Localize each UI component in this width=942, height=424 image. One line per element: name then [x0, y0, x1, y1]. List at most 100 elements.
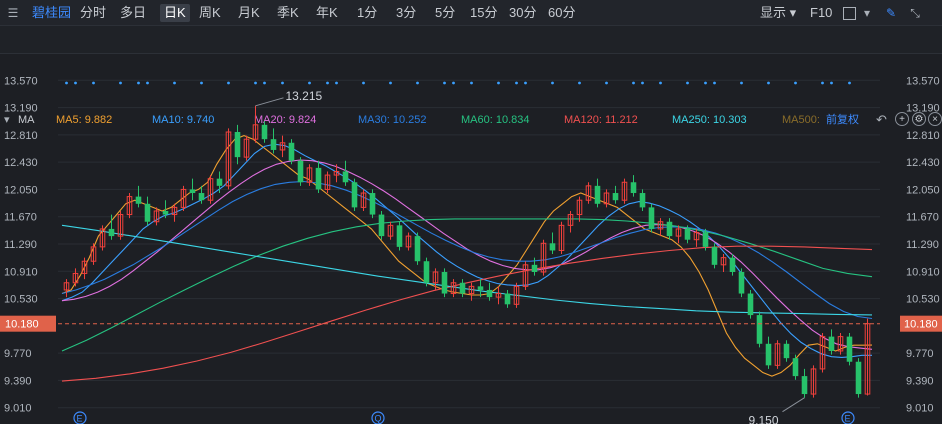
candle-body	[180, 188, 187, 208]
y-tick-label-right: 9.770	[906, 348, 934, 360]
indicator-name[interactable]: MA	[18, 114, 35, 126]
candle-body	[495, 293, 502, 298]
period-tab-7[interactable]: 1分	[357, 5, 378, 20]
y-tick-label-right: 11.670	[906, 212, 939, 224]
candle-body	[486, 289, 493, 298]
y-tick-label-right: 12.430	[906, 157, 940, 169]
period-tab-9[interactable]: 5分	[435, 5, 456, 20]
signal-dot	[173, 81, 176, 85]
candle-body	[153, 210, 160, 223]
indicator-bar: ▾ MA MA5: 9.882 MA10: 9.740 MA20: 9.824 MA3…	[0, 54, 942, 127]
signal-dot	[200, 81, 203, 85]
signal-dot	[326, 81, 329, 85]
candle-body	[108, 228, 115, 237]
y-tick-label-left: 12.810	[4, 130, 38, 142]
y-tick-label-right: 11.290	[906, 239, 939, 251]
candle-body	[756, 315, 763, 344]
candle-body	[225, 131, 232, 187]
adjust-mode[interactable]: 前复权	[826, 114, 859, 126]
signal-dot	[605, 81, 608, 85]
ma-legend-3: MA30: 10.252	[358, 114, 427, 126]
signal-dot	[281, 81, 284, 85]
period-tab-11[interactable]: 30分	[509, 5, 537, 20]
ma-line-ma250	[61, 224, 873, 316]
candle-body	[855, 361, 862, 395]
low-label: 9.150	[749, 414, 779, 424]
signal-dot	[254, 81, 257, 85]
period-tab-0[interactable]: 分时	[80, 5, 107, 20]
candle-body	[522, 264, 529, 287]
checkbox-icon[interactable]	[843, 7, 856, 20]
candle-body	[468, 285, 475, 295]
candle-body	[99, 228, 106, 248]
add-icon[interactable]: +	[895, 112, 909, 126]
candle-body	[252, 124, 259, 140]
stock-name[interactable]: 碧桂园	[32, 5, 72, 20]
indicator-collapse-icon[interactable]: ▾	[4, 114, 10, 126]
candle-body	[270, 139, 277, 150]
candle-body	[558, 224, 565, 251]
undo-icon[interactable]: ↶	[876, 112, 887, 127]
menu-icon[interactable]: ☰	[7, 6, 19, 20]
candle-body	[783, 343, 790, 359]
period-tab-4[interactable]: 月K	[238, 5, 260, 20]
period-tab-1[interactable]: 多日	[120, 5, 147, 20]
ma-legend-7: MA500:	[782, 114, 820, 126]
settings-icon[interactable]: ⚙	[912, 112, 926, 126]
signal-dot	[335, 81, 338, 85]
signal-dot	[632, 81, 635, 85]
y-tick-label-right: 10.910	[906, 266, 940, 278]
y-tick-label-left: 10.530	[4, 294, 38, 306]
candle-body	[117, 214, 124, 237]
ma-legend-6: MA250: 10.303	[672, 114, 747, 126]
current-price-tag-left	[0, 315, 56, 332]
y-tick-label-left: 11.290	[4, 239, 37, 251]
display-label: 显示	[760, 5, 787, 20]
candle-body	[135, 196, 142, 204]
candle-body	[837, 336, 844, 352]
f10-button[interactable]: F10	[810, 5, 833, 20]
y-tick-label-right: 9.010	[906, 403, 934, 415]
candle-body	[738, 272, 745, 294]
candle-body	[369, 193, 376, 215]
signal-dot	[452, 81, 455, 85]
candle-body	[198, 193, 205, 201]
period-tab-6[interactable]: 年K	[316, 5, 338, 20]
candle-body	[774, 343, 781, 366]
period-tab-12[interactable]: 60分	[548, 5, 576, 20]
ma-legend-0: MA5: 9.882	[56, 114, 113, 126]
period-tab-2[interactable]: 日K	[160, 4, 190, 22]
signal-dot	[119, 81, 122, 85]
event-marker-icon	[841, 411, 855, 424]
y-tick-label-left: 9.390	[4, 375, 32, 387]
signal-dot	[263, 81, 266, 85]
candle-body	[189, 189, 196, 194]
event-marker-letter: Q	[375, 414, 382, 424]
period-tab-10[interactable]: 15分	[470, 5, 498, 20]
collapse-icon[interactable]: ⤡	[910, 6, 920, 20]
y-tick-label-right: 12.810	[906, 130, 940, 142]
candle-body	[72, 272, 79, 284]
chevron-down-icon[interactable]: ▾	[863, 6, 871, 20]
pen-icon[interactable]: ✎	[885, 6, 897, 20]
candle-body	[171, 206, 178, 216]
y-tick-label-left: 10.910	[4, 266, 38, 278]
event-marker-icon	[371, 411, 385, 424]
period-tab-3[interactable]: 周K	[199, 5, 221, 20]
period-tab-5[interactable]: 季K	[277, 5, 299, 20]
candle-body	[342, 171, 349, 183]
display-menu[interactable]: 显示 ▾	[760, 5, 797, 20]
signal-dot	[740, 81, 743, 85]
candle-body	[315, 167, 322, 190]
signal-dot	[821, 81, 824, 85]
signal-dot	[146, 81, 149, 85]
candle-body	[747, 293, 754, 316]
candle-body	[702, 232, 709, 247]
signal-dot	[65, 81, 68, 85]
candle-body	[810, 368, 817, 395]
ma-line-ma5	[61, 135, 873, 377]
period-tab-8[interactable]: 3分	[396, 5, 417, 20]
signal-dot	[227, 81, 230, 85]
signal-dot	[830, 81, 833, 85]
